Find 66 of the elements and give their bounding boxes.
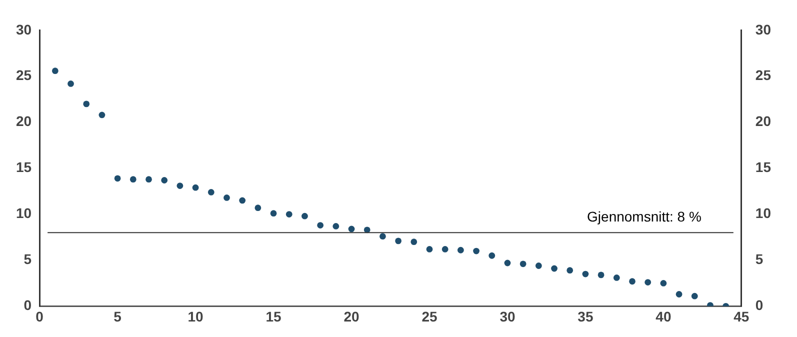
point [457, 246, 464, 254]
x-tick-label: 30 [500, 308, 516, 324]
point [302, 212, 308, 220]
point [566, 267, 574, 274]
point [644, 279, 652, 286]
point [161, 177, 168, 184]
point [286, 211, 292, 218]
point [114, 175, 121, 182]
y2-tick-label: 0 [755, 297, 764, 314]
x-tick-label: 40 [656, 308, 672, 324]
x-tick-label: 45 [734, 308, 750, 324]
point [380, 233, 386, 240]
point [410, 238, 418, 246]
y2-tick-label: 25 [755, 67, 772, 84]
point [146, 176, 152, 183]
y-tick-label: 25 [16, 67, 32, 84]
point [239, 197, 246, 204]
y-tick-label: 10 [16, 205, 32, 222]
point [676, 291, 682, 298]
point [442, 246, 448, 252]
point [83, 100, 90, 108]
x-tick-label: 0 [36, 308, 44, 324]
point [582, 270, 589, 278]
point [130, 176, 136, 183]
point [52, 68, 58, 74]
point [224, 194, 230, 201]
point [660, 280, 667, 286]
point [270, 210, 277, 217]
x-tick-label: 5 [114, 308, 122, 324]
point [598, 272, 604, 278]
x-tick-label: 10 [188, 308, 204, 324]
point [395, 238, 402, 244]
point [426, 246, 433, 252]
y-tick-label: 20 [16, 113, 32, 130]
y-tick-label: 30 [16, 21, 32, 38]
y2-tick-label: 5 [755, 251, 764, 268]
point [504, 260, 511, 266]
point [473, 248, 480, 254]
x-tick-label: 35 [578, 308, 594, 324]
y2-tick-label: 30 [755, 21, 772, 38]
point [613, 274, 620, 281]
point [535, 262, 542, 269]
y2-tick-label: 15 [755, 159, 772, 176]
y-tick-label: 5 [24, 251, 32, 268]
point [208, 189, 214, 196]
x-tick-label: 25 [422, 308, 438, 324]
point [192, 184, 199, 191]
point [254, 204, 262, 212]
ref-line-label: Gjennomsnitt: 8 % [587, 208, 702, 225]
point [551, 265, 558, 272]
point [98, 112, 106, 118]
point [691, 292, 698, 300]
y2-tick-label: 10 [755, 205, 772, 222]
y2-tick-label: 20 [755, 113, 772, 130]
y-tick-label: 15 [16, 159, 32, 176]
x-tick-label: 20 [344, 308, 360, 324]
point [520, 260, 526, 268]
point [332, 223, 340, 230]
point [176, 182, 184, 189]
point [68, 80, 74, 87]
x-tick-label: 15 [266, 308, 282, 324]
point [317, 222, 324, 228]
point [629, 278, 636, 285]
point [348, 226, 355, 232]
y-tick-label: 0 [24, 297, 32, 314]
point [488, 252, 496, 259]
